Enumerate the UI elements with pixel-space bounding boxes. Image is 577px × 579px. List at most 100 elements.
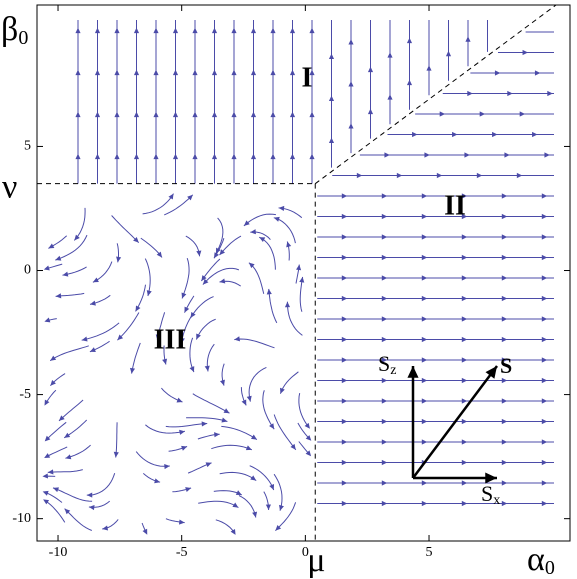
arrowhead [75,27,81,34]
arrowhead [53,487,59,493]
arrowhead [75,69,81,76]
arrowhead [309,27,315,34]
arrowhead [381,193,388,199]
arrowhead [461,500,468,507]
arrowhead [467,90,473,97]
arrowhead [42,473,49,479]
arrowhead [421,336,428,343]
arrowhead [133,237,139,243]
arrowhead [436,172,443,179]
arrowhead [102,525,109,531]
arrowhead [421,377,428,384]
arrowhead [196,250,202,257]
arrowhead [164,463,170,470]
region-label: III [154,324,187,355]
arrowhead [421,398,428,404]
arrowhead [541,193,548,199]
arrowhead [192,153,198,160]
stream-line [262,390,275,430]
arrowhead [50,379,56,386]
arrowhead [219,249,226,256]
vector-label: Sx [481,481,500,508]
arrowhead [185,487,192,493]
stream-line [275,502,297,532]
stream-line [47,469,83,473]
arrowhead [421,357,428,363]
arrowhead [223,408,230,414]
arrowhead [421,480,428,486]
arrowhead [250,111,257,118]
arrowhead [381,459,388,466]
arrowhead [541,459,548,466]
arrowhead [501,295,508,302]
arrowhead [461,439,468,445]
arrowhead [341,275,348,281]
arrowhead [367,108,374,115]
arrowhead [461,398,468,404]
stream-line [249,465,275,491]
arrowhead [179,429,185,435]
arrowhead [179,337,185,344]
arrowhead [421,500,428,507]
arrowhead [48,243,55,249]
stream-line [299,276,304,312]
stream-line [111,215,140,244]
arrowhead [44,435,51,442]
stream-line [144,258,151,297]
arrowhead [421,418,428,425]
arrowhead [133,27,140,34]
arrowhead [328,137,335,144]
arrowhead [176,397,183,403]
arrowhead [501,398,508,404]
arrowhead [289,153,296,160]
arrowhead [221,417,228,423]
vector-label: Sz [378,351,396,378]
stream-line [86,473,116,496]
arrowhead [541,500,548,507]
arrowhead [461,357,468,363]
arrowhead [547,90,553,97]
arrowhead [461,459,468,466]
arrowhead [92,277,99,283]
arrowhead [305,450,312,457]
arrowhead [541,234,548,240]
arrowhead [421,275,428,281]
arrowhead [299,276,305,283]
vector-label: S⃗ [500,353,529,378]
stream-line [165,423,208,428]
arrowhead [381,500,388,507]
arrowhead [381,377,388,384]
arrowhead [461,480,468,486]
arrowhead [445,50,452,57]
arrowhead [501,480,508,486]
arrowhead [278,205,285,211]
arrowhead [42,490,49,496]
arrowhead [211,153,218,160]
arrowhead [452,131,458,138]
region-label: II [444,190,466,221]
arrowhead [162,358,168,365]
arrowhead [190,311,196,318]
arrowhead [269,423,275,430]
y-tick-label: 0 [24,263,31,278]
arrowhead [461,295,468,302]
arrowhead [296,264,302,271]
arrowhead [94,69,101,76]
x-axis-label-main: α [527,541,545,578]
arrowhead [341,500,348,507]
arrowhead [55,293,62,299]
stream-line [52,487,93,502]
arrowhead [341,316,348,322]
arrowhead [265,504,271,510]
arrowhead [485,366,497,379]
arrowhead [381,480,388,486]
arrowhead [250,153,257,160]
arrowhead [196,333,201,340]
arrowhead [279,387,285,394]
arrowhead [541,398,548,404]
arrowhead [541,336,548,343]
arrowhead [252,511,258,518]
arrowhead [341,377,348,384]
x-tick-label: 5 [426,545,433,560]
